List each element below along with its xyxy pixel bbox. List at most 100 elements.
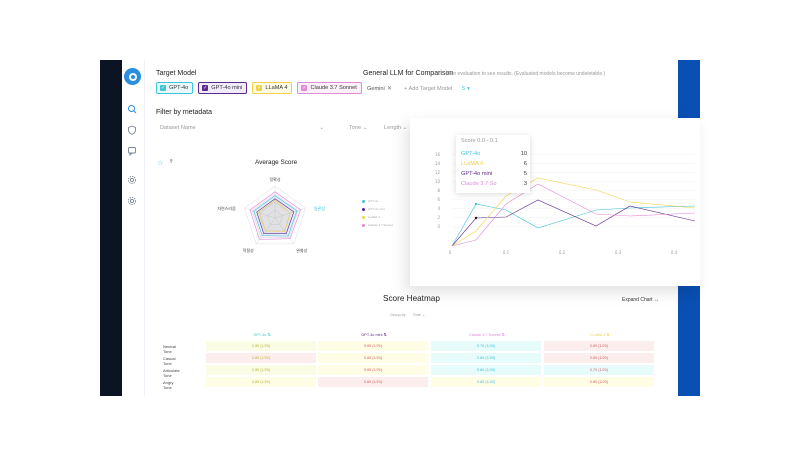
y-tick-label: 12: [435, 170, 441, 175]
radar-legend-item[interactable]: LLaMA 4: [362, 213, 393, 221]
model-chip-label: GPT-4o mini: [211, 85, 243, 91]
tooltip-title: Score 0.0 - 0.1: [461, 138, 498, 144]
group-by-select[interactable]: Group by Tone ⌄: [390, 313, 426, 317]
legend-dot-icon: [362, 223, 365, 227]
line-series: [451, 177, 696, 247]
tooltip-model-name: LLaMA 4: [461, 161, 484, 167]
y-tick-label: 14: [435, 161, 441, 166]
expand-icon: ↔: [653, 297, 659, 303]
gear-icon[interactable]: [127, 196, 137, 206]
heatmap-cell[interactable]: 0.80 (1/20): [544, 353, 654, 363]
heatmap-cell[interactable]: 0.80 (1/20): [544, 341, 654, 351]
chevron-down-icon: ⌄: [421, 313, 426, 317]
sidebar: [122, 60, 145, 396]
radar-legend-item[interactable]: GPT-4o mini: [362, 205, 393, 213]
radar-legend-label: GPT-4o: [368, 199, 379, 203]
heatmap-cell[interactable]: 0.78 (1/20): [431, 341, 541, 351]
sort-icon[interactable]: ⫯: [170, 159, 173, 165]
tooltip-row: LLaMA 4 6: [461, 161, 527, 171]
hover-point: [474, 216, 478, 220]
heatmap-cell[interactable]: 0.80 (1/20): [318, 353, 428, 363]
heatmap-cell[interactable]: 0.70 (1/20): [544, 365, 654, 375]
heatmap-title: Score Heatmap: [383, 294, 440, 303]
checkbox-icon[interactable]: ✓: [160, 85, 166, 91]
heatmap-cell[interactable]: 0.80 (1/20): [431, 377, 541, 387]
tooltip-value: 10: [520, 151, 527, 157]
expand-chart-button[interactable]: Expand Chart ↔: [622, 297, 659, 303]
heatmap-cell[interactable]: 0.80 (1/20): [206, 365, 316, 375]
x-tick-label: 0.4: [671, 250, 678, 255]
model-chip[interactable]: ✓ GPT-4o mini: [198, 82, 248, 94]
tooltip-row: Claude 3.7 So 3: [461, 181, 527, 191]
heatmap-cell[interactable]: 0.80 (1/20): [431, 365, 541, 375]
radar-title: Average Score: [255, 159, 298, 166]
plus-icon: +: [404, 86, 408, 92]
x-tick-label: 0.1: [503, 250, 510, 255]
radar-legend-item[interactable]: Claude 3.7 Sonnet: [362, 221, 393, 229]
y-tick-label: 8: [437, 188, 440, 193]
model-chip-label: GPT-4o: [169, 85, 189, 91]
checkbox-icon[interactable]: ✓: [256, 85, 263, 91]
app-logo[interactable]: [124, 68, 141, 85]
radar-axis-label: 일관성: [314, 205, 325, 211]
model-chip[interactable]: ✓ LLaMA 4: [252, 82, 293, 94]
y-tick-label: 0: [437, 224, 440, 229]
add-target-model-button[interactable]: + Add Target Model: [404, 86, 453, 92]
legend-dot-icon: [362, 215, 365, 219]
tone-select[interactable]: Tone ⌄: [349, 125, 368, 131]
radar-axis-label: 적절성: [243, 247, 254, 253]
checkbox-icon[interactable]: ✓: [202, 85, 209, 91]
heatmap-row-label: Articulate Tone: [163, 368, 180, 378]
settings-icon[interactable]: [127, 175, 137, 185]
radar-grid-ring: [251, 193, 299, 238]
chat-icon[interactable]: [127, 146, 137, 156]
heatmap-row-label: Angry Tone: [163, 380, 174, 390]
target-model-title: Target Model: [156, 70, 197, 77]
radar-axis-label: 자연스러움: [217, 205, 236, 211]
radar-axis-label: 정확성: [269, 176, 280, 182]
model-chip[interactable]: ✓ GPT-4o: [156, 82, 194, 94]
radar-series-shape: [256, 198, 295, 234]
comparison-hint: Run evaluation to see results. (Evaluate…: [447, 71, 606, 77]
radar-legend-item[interactable]: GPT-4o: [362, 197, 393, 205]
shield-icon[interactable]: [127, 125, 137, 135]
app-frame-left: [100, 60, 122, 396]
heatmap-cell[interactable]: 0.80 (1/20): [318, 377, 428, 387]
heatmap-cell[interactable]: 0.80 (1/20): [206, 377, 316, 387]
heatmap-cell[interactable]: 0.80 (1/20): [206, 341, 316, 351]
legend-dot-icon: [362, 207, 365, 211]
dataset-name-select[interactable]: Dataset Name ⌄: [160, 125, 324, 131]
radar-series-shape: [257, 200, 291, 232]
y-tick-label: 10: [435, 179, 441, 184]
heatmap-cell[interactable]: 0.80 (1/20): [318, 341, 428, 351]
heatmap-cell[interactable]: 0.80 (1/20): [318, 365, 428, 375]
filter-title: Filter by metadata: [156, 109, 213, 116]
heatmap-cell[interactable]: 0.80 (1/20): [544, 377, 654, 387]
heatmap-cell[interactable]: 0.80 (1/20): [431, 353, 541, 363]
chevron-down-icon: ⌄: [319, 125, 324, 131]
heatmap-column-header[interactable]: GPT-4o mini ⇅: [361, 333, 387, 337]
radar-spoke: [244, 207, 276, 219]
y-tick-label: 2: [437, 215, 440, 220]
x-tick-label: 0.2: [559, 250, 566, 255]
x-tick-label: 0.3: [615, 250, 622, 255]
x-tick-label: 0: [449, 250, 452, 255]
star-icon[interactable]: ☆: [157, 160, 164, 167]
heatmap-column-header[interactable]: GPT-4o ⇅: [253, 333, 271, 337]
radar-grid-ring: [244, 185, 306, 245]
length-select[interactable]: Length ⌄: [384, 125, 408, 131]
tooltip-model-name: GPT-4o: [461, 151, 481, 157]
y-tick-label: 16: [435, 152, 441, 157]
radar-legend-label: LLaMA 4: [368, 215, 380, 219]
checkbox-icon[interactable]: ✓: [301, 85, 308, 91]
heatmap-column-header[interactable]: LLaMA 4 ⇅: [590, 333, 610, 337]
remove-icon[interactable]: ✕: [387, 86, 393, 92]
search-icon[interactable]: [127, 104, 137, 114]
radar-spoke: [274, 217, 295, 245]
tooltip-row: GPT-4o mini 5: [461, 171, 527, 181]
line-chart: 16 14 12 10 8 6 4 2 0 0 0.1 0.2 0.3 0.4: [435, 152, 696, 255]
radar-legend: GPT-4o GPT-4o mini LLaMA 4 Claude 3.7 Sonne…: [362, 197, 393, 229]
heatmap-column-header[interactable]: Claude 3.7 Sonnet ⇅: [469, 333, 505, 337]
model-chip[interactable]: ✓ Claude 3.7 Sonnet: [297, 82, 362, 94]
heatmap-cell[interactable]: 0.80 (1/20): [206, 353, 316, 363]
